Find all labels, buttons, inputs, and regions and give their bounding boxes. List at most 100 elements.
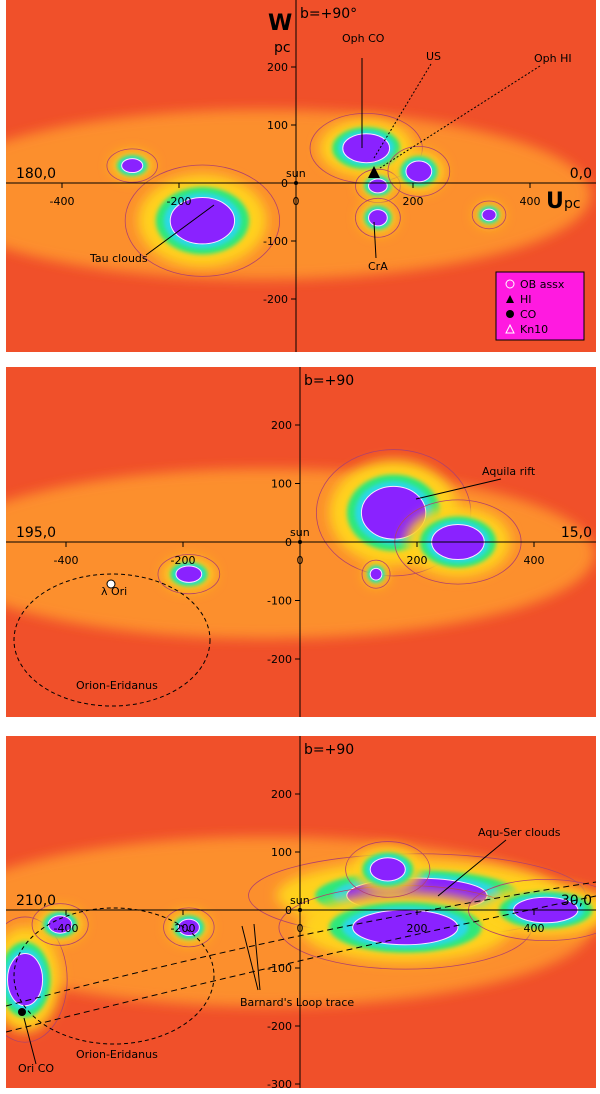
panel-3: -400 -200 0 200 400 200 100 0 -100 -200 -300 210,0 3… (6, 736, 596, 1088)
legend-label: HI (520, 293, 532, 306)
cloud-core (342, 133, 391, 164)
annotation-label: Aqu-Ser clouds (478, 826, 561, 839)
contour-line (157, 554, 221, 595)
kn10-symbol (505, 323, 515, 334)
annotation-label: λ Ori (101, 585, 127, 598)
cloud-core (177, 918, 200, 937)
annotation-pointer (373, 221, 377, 259)
contour-line (6, 916, 68, 1043)
hi-marker (368, 166, 380, 178)
annotation-label: CrA (368, 260, 388, 273)
barnards-loop-trace (6, 895, 596, 1033)
cloud-core (169, 197, 236, 245)
y-tick-label: -300 (267, 1078, 292, 1088)
annotation-pointer (253, 923, 261, 991)
x-tick-label: -400 (54, 554, 79, 567)
contour-line (361, 559, 391, 589)
chart-panel-2: -400 -200 0 200 400 200 100 0 -100 -200 195,0 15,0 b… (6, 367, 596, 717)
contour-line (31, 903, 89, 946)
cloud-core (368, 209, 388, 227)
panel-2: -400 -200 0 200 400 200 100 0 -100 -200 195,0 15,0 b… (6, 367, 596, 717)
y-tick-label: 100 (271, 846, 292, 859)
ob-assx-symbol (505, 279, 515, 289)
y-tick-label: 0 (285, 536, 292, 549)
corner-label-right: 0,0 (570, 166, 592, 182)
y-tick-label: 100 (267, 119, 288, 132)
annotation-pointer (437, 839, 507, 897)
axes: -400 -200 0 200 400 200 100 0 -100 -200 (6, 0, 596, 352)
corner-label-left: 210,0 (16, 893, 56, 909)
annotation-label: Oph CO (342, 32, 385, 45)
sun-label: sun (290, 894, 310, 907)
chart-panel-1: -400 -200 0 200 400 200 100 0 -100 -200 180,0 0,0 b=… (6, 0, 596, 352)
y-axis-letter: W (268, 11, 292, 36)
cloud-core (481, 208, 497, 222)
legend: OB assx HI CO Kn10 (495, 271, 585, 341)
cloud-layer (106, 112, 507, 277)
annotation-pointer (415, 478, 502, 500)
y-tick-label: -200 (267, 1020, 292, 1033)
contour-line (345, 841, 431, 898)
contour-line (471, 200, 507, 230)
annotation-pointer (145, 204, 215, 256)
y-tick-label: 0 (285, 904, 292, 917)
annotation-label: Oph HI (534, 52, 572, 65)
barnards-loop-trace (6, 881, 596, 1007)
x-tick-label: 400 (520, 195, 541, 208)
axes: -400 -200 0 200 400 200 100 0 -100 -200 (6, 367, 596, 717)
sun-label: sun (286, 167, 306, 180)
x-tick-label: 0 (297, 554, 304, 567)
x-axis-unit: pc (564, 196, 581, 212)
cloud-core (405, 160, 433, 183)
x-axis-letter: U (546, 189, 564, 214)
y-tick-label: -100 (263, 235, 288, 248)
contour-line (387, 145, 451, 197)
x-tick-label: 200 (403, 195, 424, 208)
annotation-label: Aquila rift (482, 465, 536, 478)
hi-symbol (506, 295, 514, 303)
corner-label-left: 180,0 (16, 166, 56, 182)
x-tick-label: 0 (293, 195, 300, 208)
y-tick-label: 0 (281, 177, 288, 190)
annotation-label: US (426, 50, 441, 63)
orion-eridanus-outline (13, 907, 215, 1045)
legend-label: Kn10 (520, 323, 548, 336)
cloud-core (369, 567, 383, 581)
y-tick-label: 200 (271, 788, 292, 801)
corner-label-right: 30,0 (561, 893, 592, 909)
x-tick-label: 400 (524, 554, 545, 567)
corner-label-right: 15,0 (561, 525, 592, 541)
contour-line (163, 907, 215, 948)
x-tick-label: -400 (54, 922, 79, 935)
x-tick-label: -200 (171, 922, 196, 935)
cloud-core (360, 485, 427, 540)
chart-panel-3: -400 -200 0 200 400 200 100 0 -100 -200 -300 210,0 3… (6, 736, 596, 1088)
x-tick-label: 200 (407, 554, 428, 567)
orion-eridanus-outline (13, 573, 211, 707)
legend-box (495, 271, 585, 341)
cloud-core (368, 178, 388, 194)
y-tick-label: -200 (267, 653, 292, 666)
x-tick-label: 200 (407, 922, 428, 935)
cloud-core (352, 909, 459, 946)
y-tick-label: -200 (263, 293, 288, 306)
y-tick-label: 100 (271, 478, 292, 491)
y-tick-label: -100 (267, 962, 292, 975)
annotation-label: Orion-Eridanus (76, 1048, 158, 1061)
panel-1: -400 -200 0 200 400 200 100 0 -100 -200 180,0 0,0 b=… (6, 0, 596, 352)
contour-line (355, 197, 401, 238)
top-label: b=+90 (304, 373, 354, 389)
x-tick-label: -400 (50, 195, 75, 208)
annotation-pointer (23, 1017, 37, 1065)
top-label: b=+90 (304, 742, 354, 758)
y-axis-unit: pc (274, 40, 291, 56)
annotation-label: Tau clouds (89, 252, 148, 265)
sun-marker (298, 540, 302, 544)
legend-label: CO (520, 308, 537, 321)
x-tick-label: 400 (524, 922, 545, 935)
sun-marker (294, 181, 298, 185)
annotation-label: Ori CO (18, 1062, 54, 1075)
y-tick-label: 200 (271, 419, 292, 432)
annotation-label: Barnard's Loop trace (240, 996, 354, 1009)
sun-label: sun (290, 526, 310, 539)
